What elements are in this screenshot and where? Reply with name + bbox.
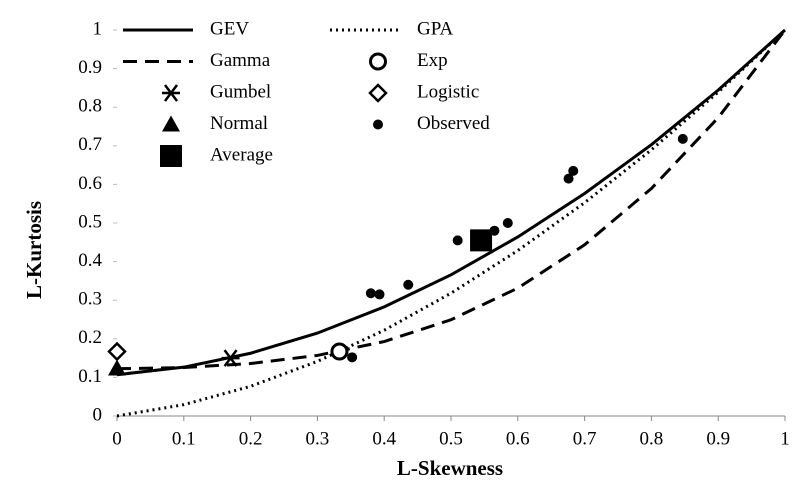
x-tick-label: 0.8 [640,428,664,449]
legend-swatch [162,115,180,132]
point [502,218,513,228]
point [108,359,126,376]
legend-label: Logistic [417,81,479,102]
y-tick-label: 0.7 [78,134,102,155]
point [452,235,463,246]
legend-label: Average [210,144,273,165]
y-tick-label: 1 [93,18,103,39]
x-tick-label: 0.7 [573,428,597,449]
y-tick-label: 0 [93,404,103,425]
x-tick-label: 0.5 [439,428,463,449]
x-tick-label: 0.4 [372,428,396,449]
x-tick-label: 0 [112,428,122,449]
point [347,352,358,363]
x-tick-label: 1 [780,428,790,449]
x-tick-label: 0.3 [306,428,330,449]
y-tick-label: 0.3 [78,289,102,310]
point [221,349,240,367]
legend-label: Observed [417,113,490,134]
y-tick-label: 0.1 [78,366,102,387]
x-tick-label: 0.1 [172,428,196,449]
line-dashed [116,29,787,371]
y-tick-label: 0.6 [78,173,102,194]
y-tick-label: 0.2 [78,327,102,348]
point [107,341,127,362]
x-tick-label: 0.6 [506,428,530,449]
point [568,165,579,176]
legend-swatch [160,145,182,167]
x-tick-label: 0.9 [706,428,730,449]
legend-swatch [162,84,180,102]
x-axis-title: L-Skewness [397,456,503,480]
point [365,288,376,299]
point [403,279,414,290]
point [374,289,385,300]
legend-label: Gumbel [210,81,271,102]
point [470,229,493,252]
asterisk-stroke [164,84,178,102]
y-tick-label: 0.8 [78,96,102,117]
legend-label: Exp [417,50,448,71]
point [677,133,688,144]
asterisk-stroke [223,349,238,367]
legend-swatch [368,83,388,103]
x-tick-label: 0.2 [239,428,263,449]
legend-label: Normal [210,113,268,134]
legend-label: GEV [210,18,249,39]
y-tick-label: 0.9 [78,57,102,78]
legend-swatch [369,52,387,71]
y-tick-label: 0.4 [78,250,102,271]
legend-label: GPA [417,18,454,39]
point [330,342,349,361]
legend-label: Gamma [210,50,271,71]
y-axis-title: L-Kurtosis [22,201,46,299]
y-tick-label: 0.5 [78,211,102,232]
point [563,173,574,184]
legend-swatch [373,119,383,130]
